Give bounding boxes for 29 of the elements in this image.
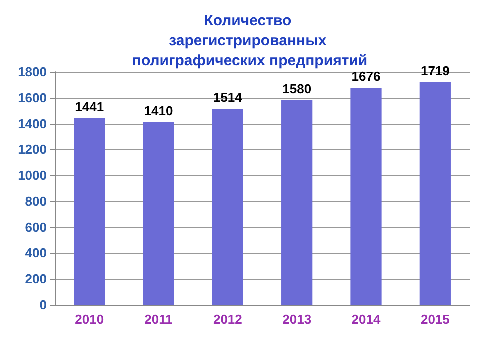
- chart-title: Количество зарегистрированных полиграфических предприятий: [132, 12, 368, 70]
- y-tick-label: 1400: [18, 116, 47, 132]
- y-tick-label: 1800: [18, 64, 47, 80]
- bar: [74, 118, 106, 305]
- y-tick-label: 800: [25, 194, 47, 209]
- y-tick-label: 1200: [18, 142, 47, 158]
- x-tick-label: 2012: [213, 312, 242, 327]
- x-tick-label: 2015: [420, 312, 450, 327]
- bar: [282, 100, 313, 305]
- x-tick-label: 2013: [282, 312, 312, 327]
- data-label: 1676: [352, 69, 381, 84]
- x-tick-label: 2011: [144, 312, 173, 327]
- y-tick-label: 200: [25, 272, 47, 287]
- bar: [212, 109, 244, 305]
- y-tick-label: 0: [40, 298, 47, 312]
- y-tick-label: 1000: [18, 168, 47, 184]
- data-label: 1719: [420, 63, 450, 78]
- data-label: 1410: [144, 103, 174, 118]
- x-tick-label: 2014: [352, 312, 382, 327]
- y-tick-label: 400: [25, 246, 47, 261]
- data-label: 1514: [213, 90, 244, 106]
- data-label: 1580: [282, 81, 312, 96]
- data-label: 1441: [75, 99, 104, 114]
- y-tick-label: 1600: [18, 90, 47, 106]
- bar: [420, 82, 451, 305]
- y-tick-label: 600: [25, 220, 47, 235]
- bar: [350, 88, 382, 305]
- bar: [143, 122, 174, 305]
- x-tick-label: 2010: [75, 312, 104, 327]
